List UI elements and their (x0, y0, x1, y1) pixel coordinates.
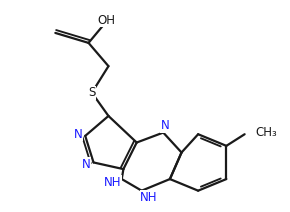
Text: NH: NH (140, 191, 158, 204)
Text: N: N (74, 128, 82, 141)
Text: CH₃: CH₃ (255, 126, 277, 139)
Text: NH: NH (104, 176, 121, 189)
Text: N: N (161, 119, 169, 132)
Text: S: S (88, 86, 95, 99)
Text: OH: OH (98, 14, 116, 27)
Text: N: N (82, 158, 90, 171)
